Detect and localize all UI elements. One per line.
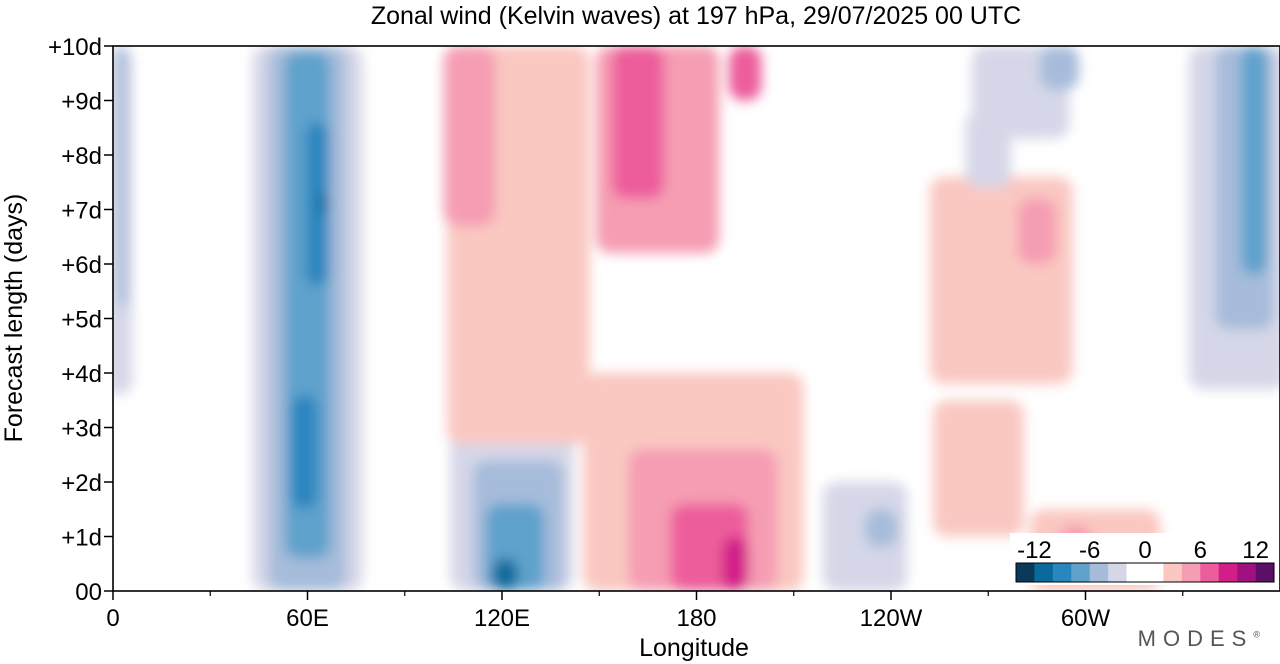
wind-feature-31	[1241, 46, 1268, 275]
colorbar-swatch-0	[1016, 563, 1035, 582]
y-tick-label-2: +2d	[61, 470, 102, 497]
colorbar-swatch-10	[1218, 563, 1238, 582]
x-axis: 0 60E 120E 180 120W 60W	[106, 591, 1184, 632]
colorbar: -12 -6 0 6 12	[1010, 533, 1278, 585]
wind-feature-1	[117, 46, 128, 308]
y-tick-label-5: +5d	[61, 307, 102, 334]
y-axis: 00 +1d +2d +3d +4d +5d +6d +7d +8d +9d +10d	[48, 34, 113, 606]
x-tick-label-2: 120E	[474, 605, 530, 632]
colorbar-swatch-11	[1237, 563, 1256, 582]
wind-feature-6	[305, 122, 329, 286]
x-tick-label-4: 120W	[860, 605, 923, 632]
wind-anomaly-features	[113, 46, 1280, 591]
colorbar-swatch-4	[1089, 563, 1109, 582]
x-tick-label-3: 180	[676, 605, 716, 632]
x-tick-label-1: 60E	[286, 605, 329, 632]
wind-feature-13	[443, 46, 496, 226]
plot-area	[113, 46, 1280, 591]
colorbar-swatch-2	[1052, 563, 1072, 582]
wind-feature-20	[722, 536, 749, 591]
y-tick-label-10: +10d	[48, 34, 102, 61]
colorbar-swatch-3	[1071, 563, 1091, 582]
y-tick-label-4: +4d	[61, 361, 102, 388]
brand-text: MODES	[1137, 626, 1254, 651]
y-tick-label-9: +9d	[61, 89, 102, 116]
wind-feature-11	[492, 558, 519, 591]
y-tick-label-6: +6d	[61, 252, 102, 279]
y-tick-label-3: +3d	[61, 416, 102, 443]
colorbar-swatch-5	[1108, 563, 1127, 582]
colorbar-swatch-9	[1200, 563, 1220, 582]
x-tick-label-0: 0	[106, 605, 119, 632]
y-axis-label: Forecast length (days)	[0, 194, 28, 443]
wind-feature-33	[865, 509, 898, 548]
wind-feature-16	[728, 46, 762, 101]
colorbar-swatch-1	[1034, 563, 1054, 582]
wind-feature-27	[965, 111, 1011, 188]
wind-feature-28	[1040, 46, 1080, 90]
colorbar-swatch-6	[1126, 563, 1164, 582]
colorbar-label-1: -6	[1079, 537, 1100, 564]
wind-feature-5	[291, 394, 318, 510]
wind-feature-15	[612, 46, 665, 199]
wind-feature-23	[933, 400, 1024, 537]
colorbar-label-0: -12	[1017, 537, 1052, 564]
colorbar-swatch-12	[1255, 563, 1275, 582]
x-tick-label-5: 60W	[1061, 605, 1111, 632]
wind-feature-32	[822, 482, 908, 591]
colorbar-frame	[1015, 562, 1275, 583]
chart-title: Zonal wind (Kelvin waves) at 197 hPa, 29…	[371, 2, 1021, 30]
colorbar-label-4: 12	[1242, 537, 1269, 564]
y-tick-label-8: +8d	[61, 143, 102, 170]
colorbar-label-3: 6	[1194, 537, 1207, 564]
wind-feature-7	[318, 193, 329, 215]
x-axis-label: Longitude	[639, 634, 749, 662]
colorbar-swatch-7	[1163, 563, 1183, 582]
modes-logo: MODES®	[1138, 626, 1260, 652]
colorbar-swatch-8	[1181, 563, 1201, 582]
y-tick-label-7: +7d	[61, 198, 102, 225]
colorbar-label-2: 0	[1138, 537, 1151, 564]
y-tick-label-1: +1d	[61, 525, 102, 552]
wind-feature-22	[1017, 198, 1057, 264]
y-tick-label-0: 00	[75, 579, 102, 606]
brand-mark: ®	[1253, 629, 1260, 640]
